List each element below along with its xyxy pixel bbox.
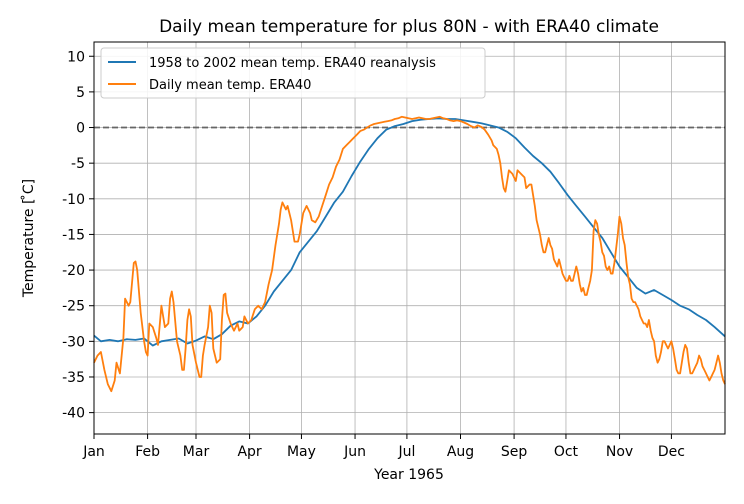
x-tick-label: Mar bbox=[183, 444, 210, 460]
x-tick-label: Sep bbox=[501, 444, 528, 460]
x-tick-label: Apr bbox=[237, 444, 261, 460]
legend-label-daily: Daily mean temp. ERA40 bbox=[149, 78, 311, 93]
chart-title: Daily mean temperature for plus 80N - wi… bbox=[159, 17, 659, 37]
series-line-reanalysis-mean bbox=[93, 117, 726, 347]
x-tick-label: May bbox=[287, 444, 316, 460]
y-tick-label: -5 bbox=[71, 156, 85, 172]
series-lines bbox=[93, 115, 726, 393]
y-axis-ticks: -40 -35 -30 -25 -20 -15 -10 -5 0 5 10 bbox=[62, 49, 94, 422]
y-tick-label: 10 bbox=[67, 49, 85, 65]
y-axis-label: Temperature [ ̊C] bbox=[20, 179, 37, 298]
legend-label-reanalysis: 1958 to 2002 mean temp. ERA40 reanalysis bbox=[149, 56, 436, 71]
y-tick-label: 5 bbox=[76, 85, 85, 101]
x-tick-label: Jun bbox=[343, 444, 366, 460]
x-tick-label: Jul bbox=[397, 444, 415, 460]
x-axis-ticks: Jan Feb Mar Apr May Jun Jul Aug Sep Oct Nov Dec bbox=[82, 434, 685, 460]
y-tick-label: -40 bbox=[62, 406, 85, 422]
legend-box bbox=[100, 47, 486, 99]
y-tick-label: 0 bbox=[76, 121, 85, 137]
x-tick-label: Aug bbox=[447, 444, 474, 460]
y-tick-label: -35 bbox=[62, 370, 85, 386]
x-tick-label: Oct bbox=[554, 444, 579, 460]
x-tick-label: Feb bbox=[135, 444, 160, 460]
y-tick-label: -20 bbox=[62, 263, 85, 279]
x-tick-label: Dec bbox=[658, 444, 685, 460]
y-tick-label: -25 bbox=[62, 299, 85, 315]
y-tick-label: -10 bbox=[62, 192, 85, 208]
y-tick-label: -30 bbox=[62, 334, 85, 350]
x-tick-label: Jan bbox=[82, 444, 105, 460]
x-tick-label: Nov bbox=[606, 444, 633, 460]
y-tick-label: -15 bbox=[62, 227, 85, 243]
series-line-daily-mean bbox=[93, 115, 726, 393]
legend: 1958 to 2002 mean temp. ERA40 reanalysis… bbox=[100, 47, 486, 99]
plot-area-frame bbox=[93, 41, 726, 435]
x-axis-label: Year 1965 bbox=[373, 467, 444, 483]
